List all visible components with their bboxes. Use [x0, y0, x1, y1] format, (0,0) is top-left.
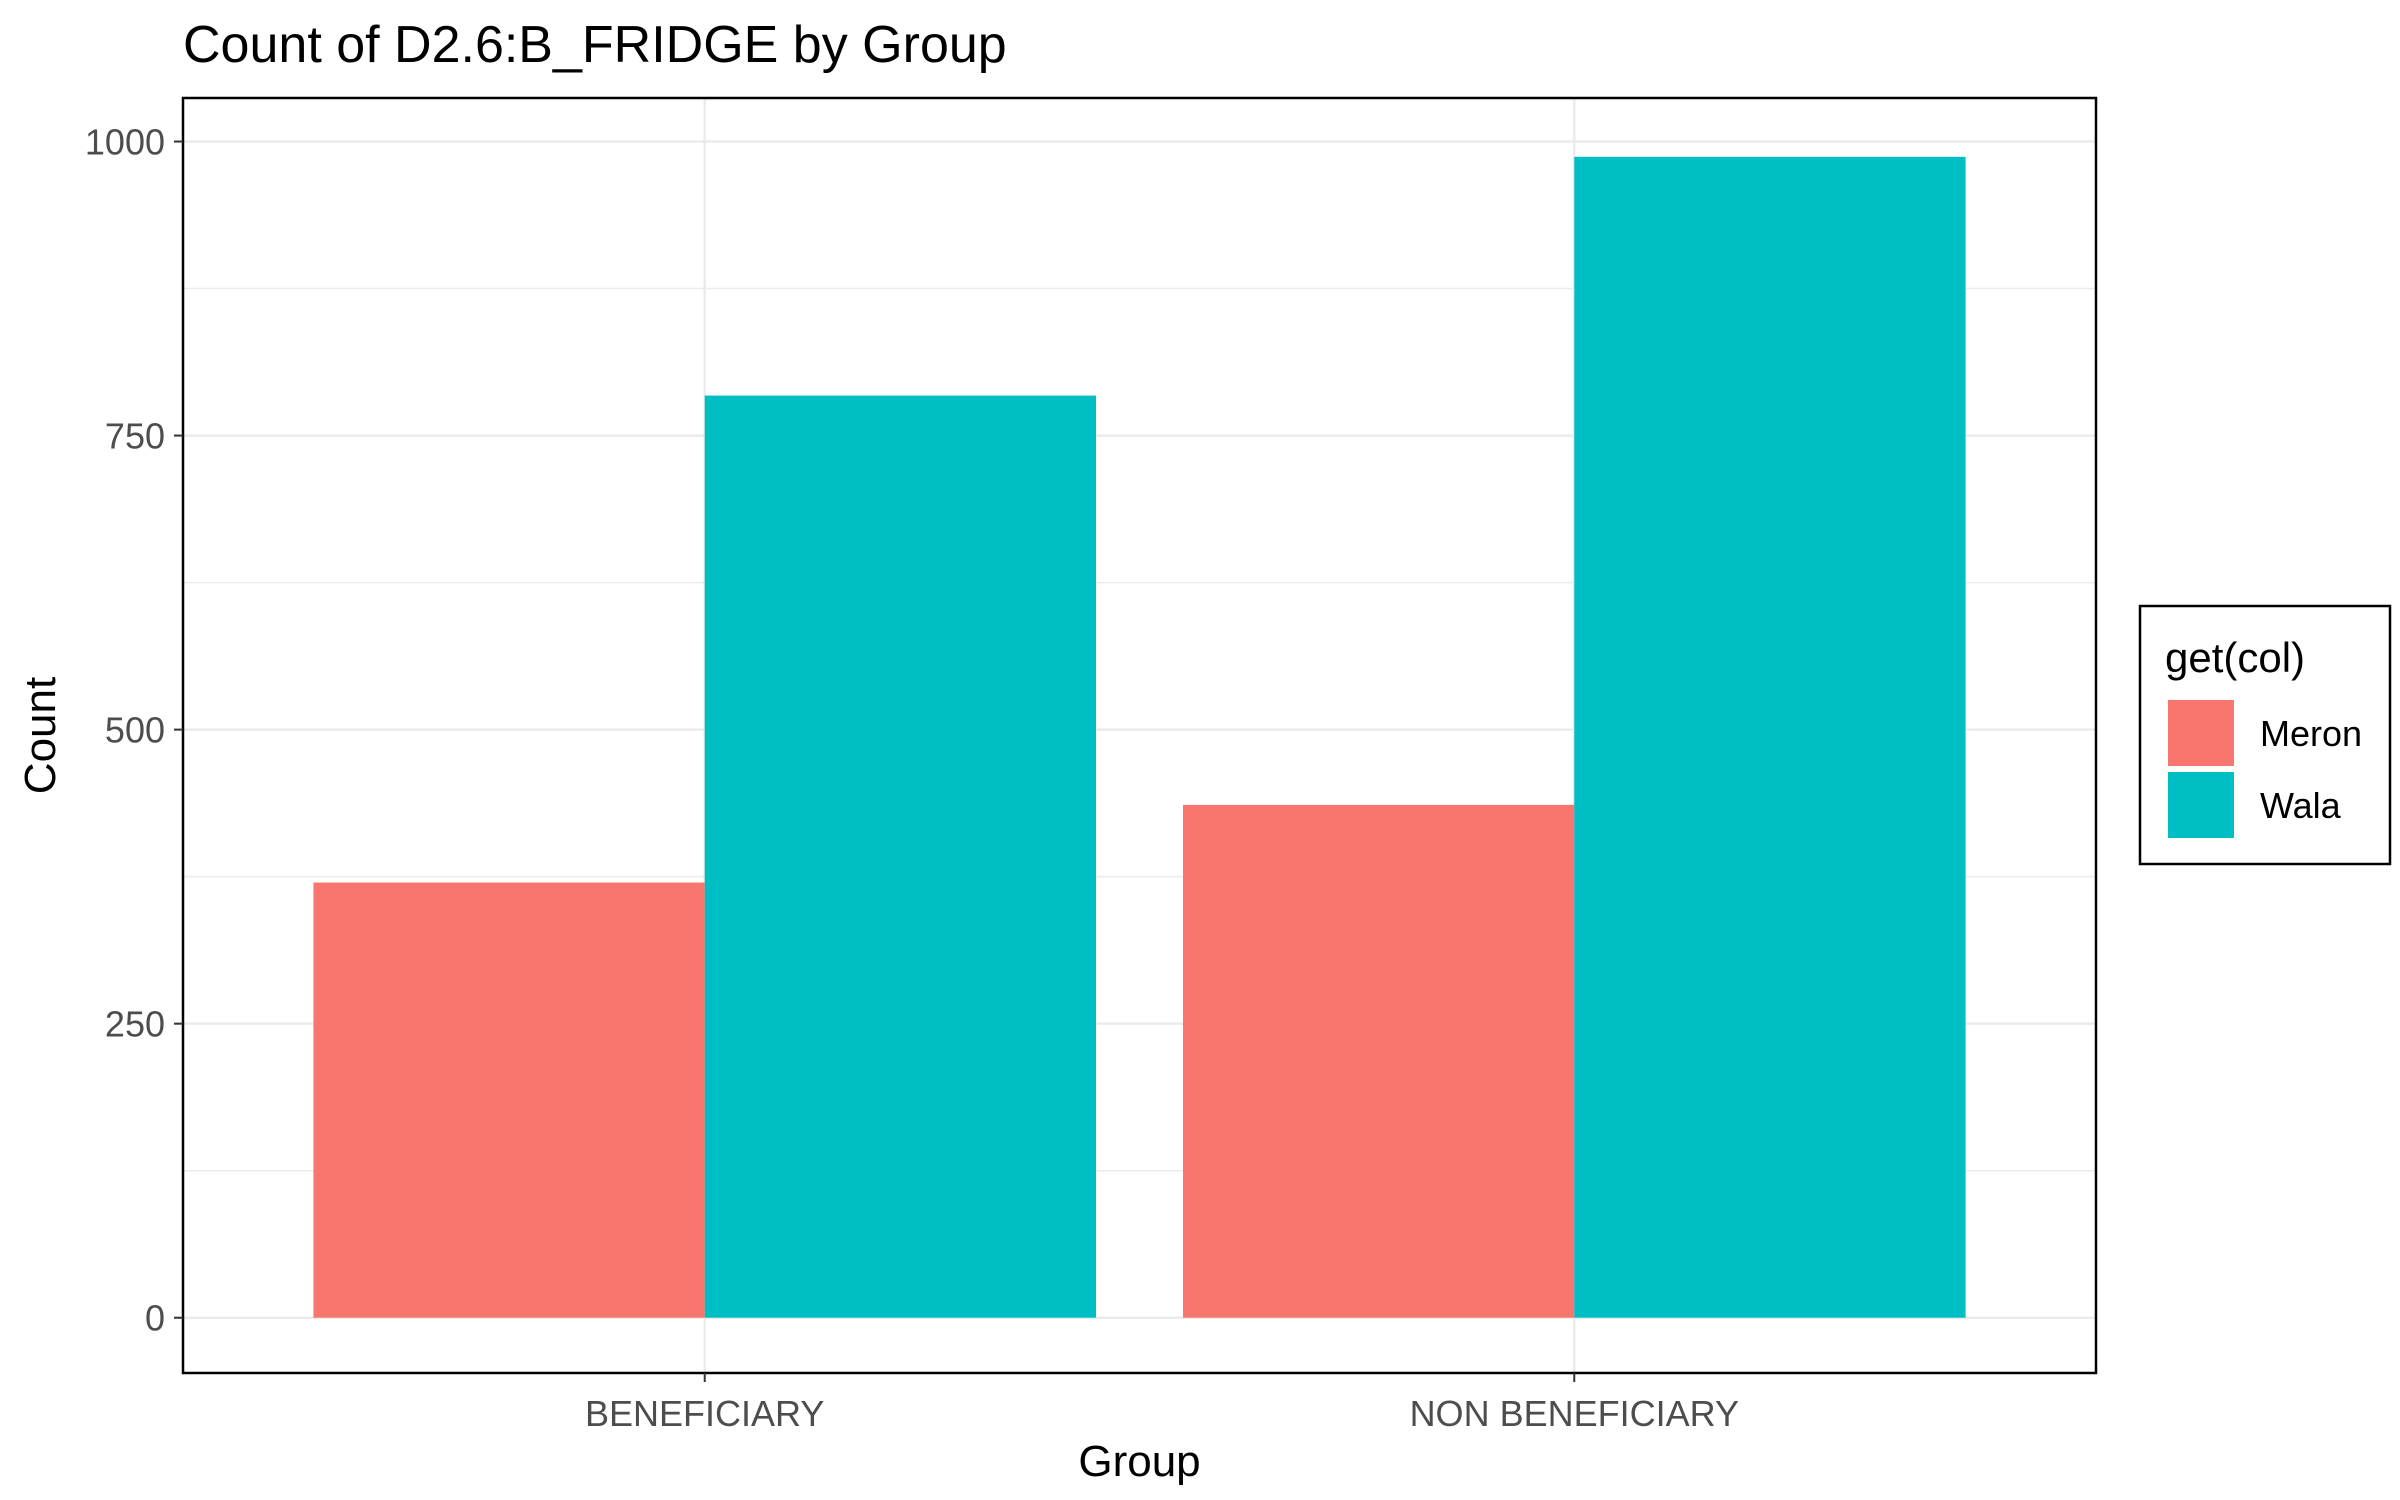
- bars: [313, 156, 1966, 1318]
- legend-label-wala: Wala: [2260, 785, 2342, 826]
- plot-panel-border: [181, 96, 2098, 1375]
- legend-items: Meron Wala: [2168, 700, 2362, 838]
- bar-wala-beneficiary: [704, 395, 1097, 1318]
- legend-key-wala: [2168, 772, 2234, 838]
- y-tick-label: 250: [105, 1004, 165, 1045]
- legend: get(col) Meron Wala: [2138, 604, 2392, 866]
- bar-meron-beneficiary: [313, 882, 705, 1318]
- y-tick-label: 750: [105, 416, 165, 457]
- bar-meron-non-beneficiary: [1182, 804, 1575, 1318]
- legend-title: get(col): [2165, 634, 2305, 681]
- y-tick-label: 500: [105, 710, 165, 751]
- x-axis-ticks: BENEFICIARY NON BENEFICIARY: [585, 1373, 1739, 1434]
- y-tick-label: 1000: [85, 122, 165, 163]
- bar-wala-non-beneficiary: [1574, 156, 1966, 1318]
- y-axis-title: Count: [16, 677, 65, 794]
- x-tick-label: BENEFICIARY: [585, 1393, 824, 1434]
- y-axis-ticks: 0 250 500 750 1000: [85, 122, 183, 1339]
- legend-key-meron: [2168, 700, 2234, 766]
- x-tick-label: NON BENEFICIARY: [1410, 1393, 1739, 1434]
- legend-label-meron: Meron: [2260, 713, 2362, 754]
- x-axis-title: Group: [1078, 1437, 1200, 1486]
- y-tick-label: 0: [145, 1298, 165, 1339]
- chart-title: Count of D2.6:B_FRIDGE by Group: [183, 16, 1007, 74]
